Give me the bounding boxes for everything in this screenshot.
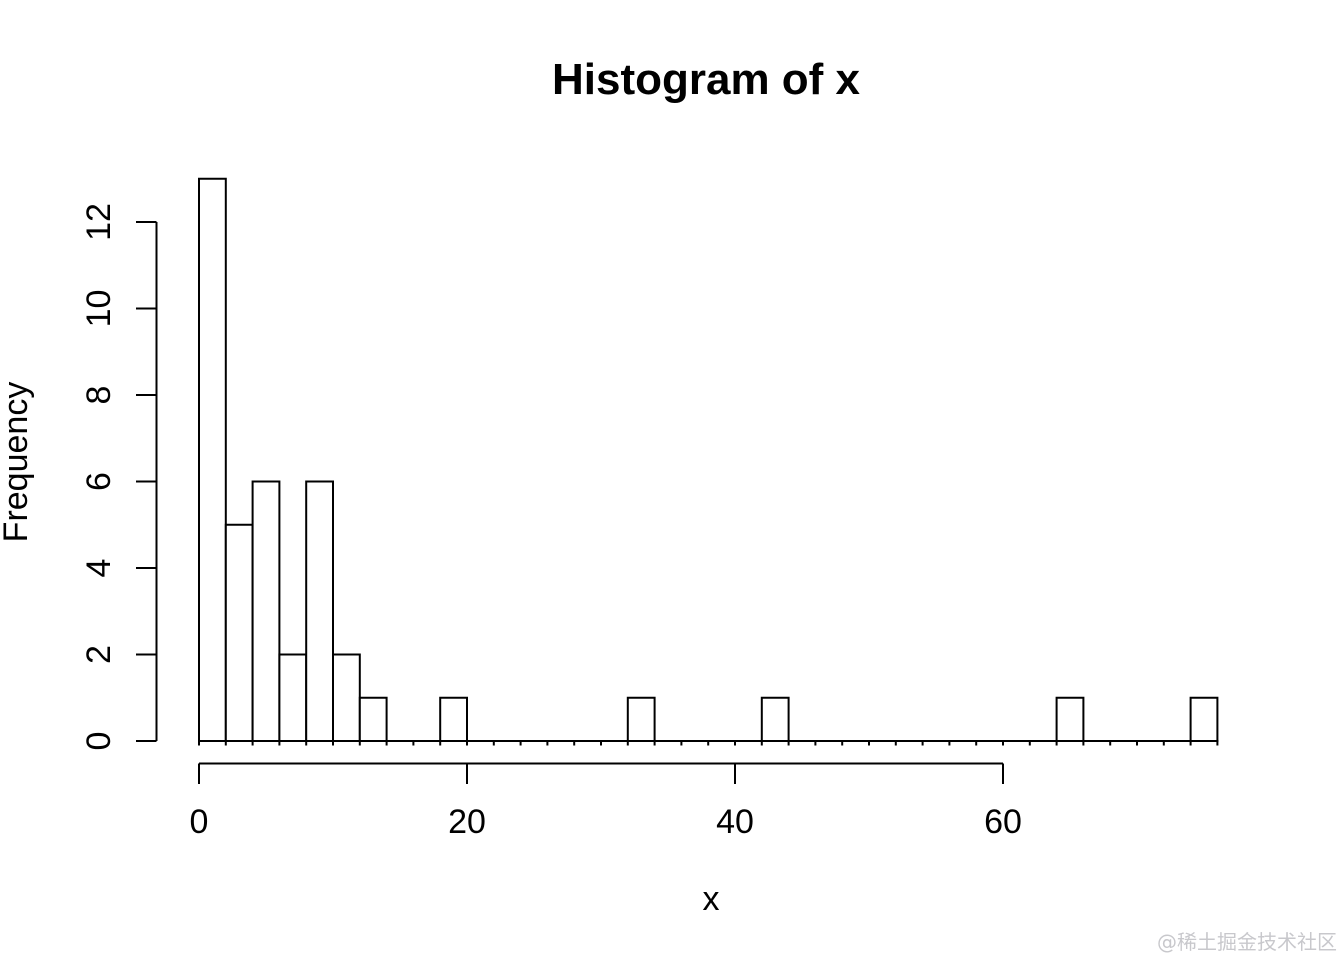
histogram-bar (198, 177, 227, 742)
histogram-bar (224, 523, 254, 742)
x-tick-label: 0 (190, 803, 209, 841)
y-tick-label: 6 (80, 472, 118, 491)
y-tick-label: 0 (80, 732, 118, 751)
histogram-bar (305, 480, 335, 742)
histogram-bar (332, 653, 361, 742)
histogram-bar (251, 480, 281, 742)
histogram-bar (1055, 696, 1085, 742)
x-tick-label: 40 (716, 803, 754, 841)
histogram-bar (626, 696, 656, 742)
histogram-bar (439, 696, 469, 742)
y-tick-label: 12 (80, 203, 118, 241)
chart-title: Histogram of x (552, 55, 861, 104)
histogram-bar (760, 696, 790, 742)
x-tick-label: 20 (448, 803, 486, 841)
x-tick-label: 60 (984, 803, 1022, 841)
x-axis-label: x (703, 880, 720, 918)
histogram-bar (358, 696, 388, 742)
watermark: @稀土掘金技术社区 (1157, 930, 1337, 954)
y-tick-label: 2 (80, 645, 118, 664)
axes: 0 2 4 6 8 10 12 0 20 40 60 (80, 203, 1219, 841)
y-axis-label: Frequency (0, 382, 35, 543)
histogram-bar (278, 653, 308, 742)
histogram-bar (1189, 696, 1219, 742)
y-tick-label: 4 (80, 559, 118, 578)
y-tick-label: 8 (80, 386, 118, 405)
y-tick-label: 10 (80, 290, 118, 328)
histogram-bars (198, 177, 1219, 742)
